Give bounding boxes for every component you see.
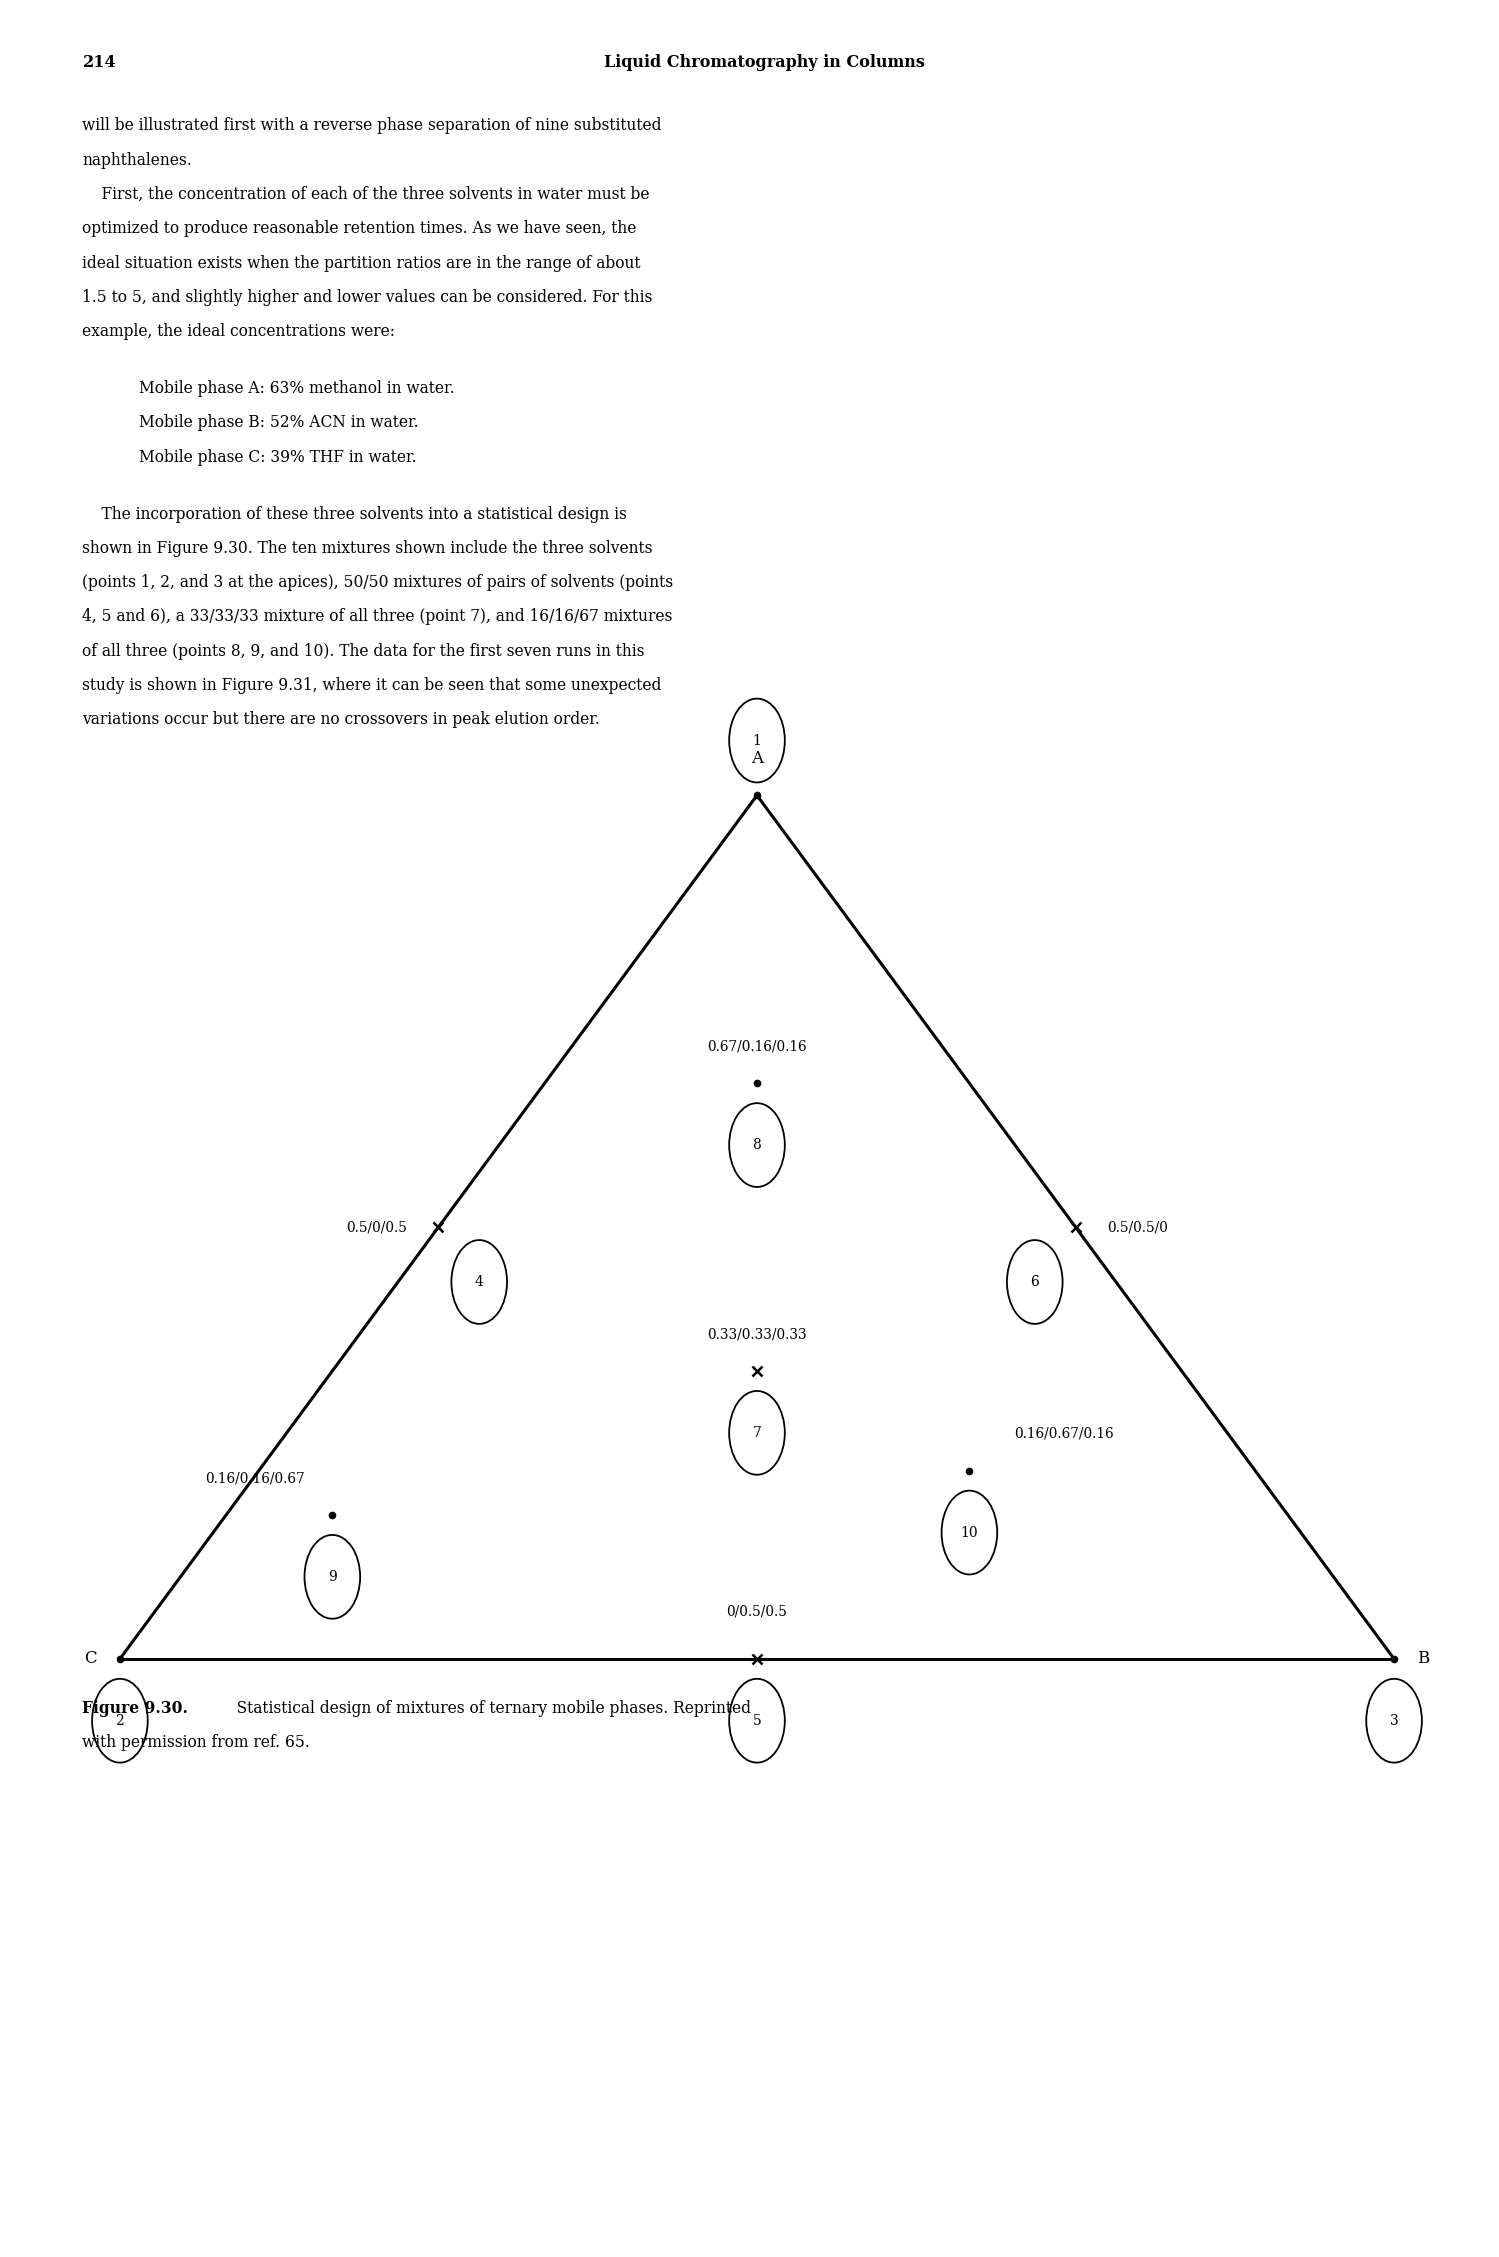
Text: B: B [1417,1650,1429,1668]
Text: 1: 1 [752,734,761,747]
Text: 1.5 to 5, and slightly higher and lower values can be considered. For this: 1.5 to 5, and slightly higher and lower … [82,289,654,307]
Text: First, the concentration of each of the three solvents in water must be: First, the concentration of each of the … [82,185,651,203]
Text: with permission from ref. 65.: with permission from ref. 65. [82,1733,310,1751]
Text: Statistical design of mixtures of ternary mobile phases. Reprinted: Statistical design of mixtures of ternar… [222,1700,751,1718]
Text: will be illustrated first with a reverse phase separation of nine substituted: will be illustrated first with a reverse… [82,117,663,135]
Text: Figure 9.30.: Figure 9.30. [82,1700,189,1718]
Text: Mobile phase C: 39% THF in water.: Mobile phase C: 39% THF in water. [139,449,417,465]
Text: example, the ideal concentrations were:: example, the ideal concentrations were: [82,323,396,341]
Text: 2: 2 [115,1713,124,1727]
Text: 7: 7 [752,1426,761,1440]
Text: 0.33/0.33/0.33: 0.33/0.33/0.33 [708,1327,806,1341]
Text: 0.5/0.5/0: 0.5/0.5/0 [1108,1221,1168,1235]
Text: 10: 10 [961,1526,979,1539]
Text: 6: 6 [1030,1275,1039,1289]
Text: 8: 8 [752,1138,761,1151]
Text: 0/0.5/0.5: 0/0.5/0.5 [727,1605,787,1618]
Text: variations occur but there are no crossovers in peak elution order.: variations occur but there are no crosso… [82,711,600,729]
Text: 4, 5 and 6), a 33/33/33 mixture of all three (point 7), and 16/16/67 mixtures: 4, 5 and 6), a 33/33/33 mixture of all t… [82,609,673,625]
Text: Liquid Chromatography in Columns: Liquid Chromatography in Columns [604,54,925,72]
Text: Mobile phase A: 63% methanol in water.: Mobile phase A: 63% methanol in water. [139,379,456,397]
Text: A: A [751,749,763,767]
Text: 214: 214 [82,54,115,72]
Text: 0.16/0.16/0.67: 0.16/0.16/0.67 [205,1472,304,1485]
Text: 9: 9 [328,1571,337,1584]
Text: (points 1, 2, and 3 at the apices), 50/50 mixtures of pairs of solvents (points: (points 1, 2, and 3 at the apices), 50/5… [82,573,673,591]
Text: 0.16/0.67/0.16: 0.16/0.67/0.16 [1013,1426,1114,1440]
Text: 5: 5 [752,1713,761,1727]
Text: The incorporation of these three solvents into a statistical design is: The incorporation of these three solvent… [82,506,627,524]
Text: 3: 3 [1390,1713,1399,1727]
Text: study is shown in Figure 9.31, where it can be seen that some unexpected: study is shown in Figure 9.31, where it … [82,677,663,695]
Text: C: C [84,1650,97,1668]
Text: 0.5/0/0.5: 0.5/0/0.5 [346,1221,406,1235]
Text: optimized to produce reasonable retention times. As we have seen, the: optimized to produce reasonable retentio… [82,221,637,237]
Text: naphthalenes.: naphthalenes. [82,151,192,169]
Text: Mobile phase B: 52% ACN in water.: Mobile phase B: 52% ACN in water. [139,415,420,431]
Text: 0.67/0.16/0.16: 0.67/0.16/0.16 [708,1038,806,1054]
Text: shown in Figure 9.30. The ten mixtures shown include the three solvents: shown in Figure 9.30. The ten mixtures s… [82,539,654,557]
Text: 4: 4 [475,1275,484,1289]
Text: ideal situation exists when the partition ratios are in the range of about: ideal situation exists when the partitio… [82,255,642,271]
Text: of all three (points 8, 9, and 10). The data for the first seven runs in this: of all three (points 8, 9, and 10). The … [82,643,645,659]
